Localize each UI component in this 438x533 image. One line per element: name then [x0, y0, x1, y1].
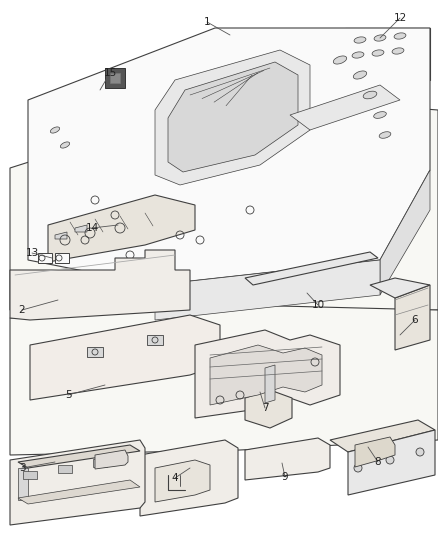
Polygon shape	[245, 252, 378, 285]
Text: 5: 5	[65, 390, 71, 400]
Polygon shape	[18, 480, 140, 504]
Ellipse shape	[392, 48, 404, 54]
Ellipse shape	[372, 50, 384, 56]
Text: 7: 7	[261, 403, 268, 413]
Polygon shape	[55, 253, 69, 263]
Polygon shape	[348, 430, 435, 495]
Polygon shape	[245, 390, 292, 428]
Polygon shape	[290, 85, 400, 130]
Polygon shape	[265, 365, 275, 403]
Text: 6: 6	[412, 315, 418, 325]
Polygon shape	[355, 437, 395, 467]
Polygon shape	[10, 440, 145, 525]
Polygon shape	[147, 335, 163, 345]
Circle shape	[416, 448, 424, 456]
Polygon shape	[48, 195, 195, 262]
Polygon shape	[87, 347, 103, 357]
Text: 1: 1	[204, 17, 210, 27]
Polygon shape	[330, 420, 435, 452]
Polygon shape	[195, 330, 340, 418]
Polygon shape	[245, 438, 330, 480]
Polygon shape	[18, 468, 28, 500]
Polygon shape	[380, 170, 430, 295]
Polygon shape	[23, 471, 37, 479]
Polygon shape	[210, 345, 322, 405]
Polygon shape	[30, 315, 220, 400]
Ellipse shape	[353, 71, 367, 79]
Polygon shape	[155, 460, 210, 502]
Text: 9: 9	[282, 472, 288, 482]
Polygon shape	[10, 250, 190, 320]
Polygon shape	[395, 285, 430, 350]
Text: 2: 2	[19, 305, 25, 315]
Polygon shape	[95, 450, 128, 469]
Ellipse shape	[333, 56, 347, 64]
Ellipse shape	[354, 37, 366, 43]
Text: 8: 8	[374, 457, 381, 467]
Polygon shape	[140, 440, 238, 516]
Polygon shape	[155, 260, 380, 320]
Ellipse shape	[394, 33, 406, 39]
Circle shape	[386, 456, 394, 464]
Ellipse shape	[363, 91, 377, 99]
Polygon shape	[110, 73, 120, 83]
Polygon shape	[75, 225, 87, 232]
Ellipse shape	[60, 142, 70, 148]
Ellipse shape	[374, 35, 386, 41]
Polygon shape	[28, 28, 430, 285]
Ellipse shape	[352, 52, 364, 58]
Ellipse shape	[379, 132, 391, 138]
Text: 3: 3	[19, 463, 25, 473]
Polygon shape	[93, 459, 107, 467]
Polygon shape	[370, 278, 430, 298]
Text: 12: 12	[393, 13, 406, 23]
Ellipse shape	[50, 127, 60, 133]
Ellipse shape	[374, 111, 386, 118]
Polygon shape	[58, 465, 72, 473]
Polygon shape	[155, 50, 310, 185]
Text: 14: 14	[85, 223, 99, 233]
Polygon shape	[10, 95, 438, 315]
Polygon shape	[168, 62, 298, 172]
Circle shape	[354, 464, 362, 472]
Text: 4: 4	[172, 473, 178, 483]
Polygon shape	[38, 253, 52, 263]
Polygon shape	[105, 68, 125, 88]
Text: 13: 13	[25, 248, 39, 258]
Polygon shape	[55, 232, 67, 239]
Text: 15: 15	[103, 68, 117, 78]
Polygon shape	[18, 445, 140, 468]
Polygon shape	[345, 28, 430, 80]
Text: 10: 10	[311, 300, 325, 310]
Polygon shape	[10, 305, 438, 455]
